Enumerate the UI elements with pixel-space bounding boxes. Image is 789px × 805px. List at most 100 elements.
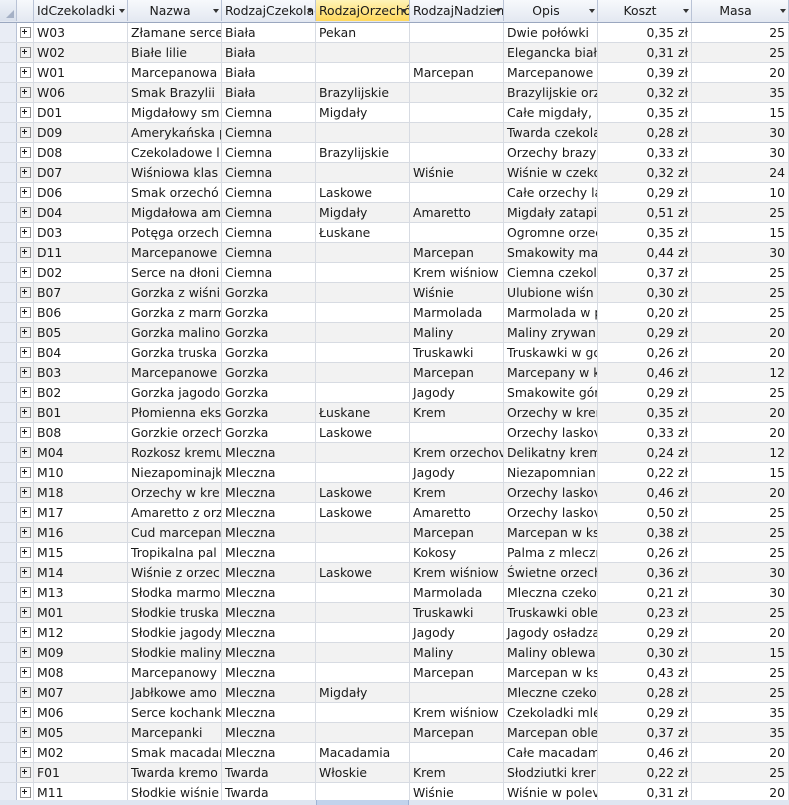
chevron-down-icon[interactable] [495,9,501,13]
expand-plus-icon[interactable] [20,207,31,218]
cell-idczekoladki[interactable]: D07 [34,163,128,182]
cell-koszt[interactable]: 0,39 zł [598,63,692,82]
cell-rodzajczekolady[interactable]: Mleczna [222,683,316,702]
expand-plus-icon[interactable] [20,147,31,158]
cell-idczekoladki[interactable]: M02 [34,743,128,762]
cell-rodzajorzechów[interactable] [316,123,410,142]
cell-opis[interactable]: Twarda czekola [504,123,598,142]
expand-plus-icon[interactable] [20,507,31,518]
cell-rodzajczekolady[interactable]: Gorzka [222,403,316,422]
cell-opis[interactable]: Truskawki oble [504,603,598,622]
cell-rodzajorzechów[interactable] [316,303,410,322]
cell-opis[interactable]: Jagody osładza [504,623,598,642]
column-header-2[interactable]: RodzajCzekolady [222,0,316,21]
cell-idczekoladki[interactable]: D01 [34,103,128,122]
record-selector[interactable] [0,43,17,62]
chevron-down-icon[interactable] [589,9,595,13]
cell-koszt[interactable]: 0,33 zł [598,143,692,162]
cell-rodzajorzechów[interactable]: Laskowe [316,563,410,582]
cell-nazwa[interactable]: Marcepanki [128,723,222,742]
cell-rodzajnadzienia[interactable] [410,123,504,142]
cell-opis[interactable]: Marcepanowe [504,63,598,82]
expand-plus-icon[interactable] [20,47,31,58]
cell-rodzajczekolady[interactable]: Ciemna [222,143,316,162]
cell-koszt[interactable]: 0,46 zł [598,363,692,382]
cell-masa[interactable]: 25 [692,603,789,622]
expand-plus-icon[interactable] [20,767,31,778]
cell-idczekoladki[interactable]: M08 [34,663,128,682]
table-row[interactable]: W06 Smak Brazylii Biała Brazylijskie Brazyli… [0,83,789,103]
cell-opis[interactable]: Czekoladki mle [504,703,598,722]
cell-koszt[interactable]: 0,37 zł [598,723,692,742]
cell-nazwa[interactable]: Potęga orzech [128,223,222,242]
record-selector[interactable] [0,583,17,602]
record-selector[interactable] [0,483,17,502]
record-selector[interactable] [0,363,17,382]
cell-idczekoladki[interactable]: W03 [34,23,128,42]
cell-opis[interactable]: Niezapomnian [504,463,598,482]
cell-opis[interactable]: Wiśnie w polev [504,783,598,802]
cell-koszt[interactable]: 0,20 zł [598,303,692,322]
cell-masa[interactable]: 20 [692,483,789,502]
cell-rodzajorzechów[interactable]: Pekan [316,23,410,42]
expand-plus-icon[interactable] [20,747,31,758]
cell-idczekoladki[interactable]: M12 [34,623,128,642]
table-row[interactable]: M08 Marcepanowy Mleczna Marcepan Marcepan w … [0,663,789,683]
expand-plus-icon[interactable] [20,267,31,278]
cell-koszt[interactable]: 0,35 zł [598,403,692,422]
cell-rodzajorzechów[interactable] [316,663,410,682]
cell-idczekoladki[interactable]: D06 [34,183,128,202]
column-header-7[interactable]: Masa [692,0,789,21]
expand-plus-icon[interactable] [20,387,31,398]
cell-opis[interactable]: Wiśnie w czeko [504,163,598,182]
cell-rodzajnadzienia[interactable]: Krem wiśniow [410,263,504,282]
cell-idczekoladki[interactable]: M06 [34,703,128,722]
cell-nazwa[interactable]: Cud marcepan [128,523,222,542]
cell-rodzajnadzienia[interactable]: Wiśnie [410,783,504,802]
cell-nazwa[interactable]: Płomienna eks [128,403,222,422]
cell-koszt[interactable]: 0,36 zł [598,563,692,582]
cell-rodzajnadzienia[interactable]: Amaretto [410,203,504,222]
expand-plus-icon[interactable] [20,707,31,718]
cell-masa[interactable]: 25 [692,43,789,62]
cell-masa[interactable]: 20 [692,343,789,362]
cell-rodzajczekolady[interactable]: Ciemna [222,103,316,122]
cell-idczekoladki[interactable]: M07 [34,683,128,702]
record-selector[interactable] [0,383,17,402]
record-selector[interactable] [0,323,17,342]
cell-rodzajczekolady[interactable]: Biała [222,83,316,102]
cell-rodzajorzechów[interactable] [316,783,410,802]
cell-rodzajczekolady[interactable]: Gorzka [222,283,316,302]
cell-koszt[interactable]: 0,24 zł [598,443,692,462]
cell-nazwa[interactable]: Gorzka malino [128,323,222,342]
expand-plus-icon[interactable] [20,187,31,198]
cell-masa[interactable]: 35 [692,83,789,102]
expand-plus-icon[interactable] [20,607,31,618]
cell-rodzajorzechów[interactable] [316,523,410,542]
table-row[interactable]: B01 Płomienna eks Gorzka Łuskane Krem Orzechy… [0,403,789,423]
table-row[interactable]: B04 Gorzka truska Gorzka Truskawki Truskawki… [0,343,789,363]
cell-masa[interactable]: 15 [692,643,789,662]
cell-rodzajorzechów[interactable]: Włoskie [316,763,410,782]
cell-rodzajnadzienia[interactable]: Marcepan [410,243,504,262]
cell-masa[interactable]: 25 [692,663,789,682]
chevron-down-icon[interactable] [401,9,407,13]
cell-rodzajczekolady[interactable]: Mleczna [222,523,316,542]
cell-opis[interactable]: Ulubione wiśn [504,283,598,302]
record-selector[interactable] [0,563,17,582]
cell-koszt[interactable]: 0,28 zł [598,123,692,142]
table-row[interactable]: D11 Marcepanowe Ciemna Marcepan Smakowity ma… [0,243,789,263]
cell-nazwa[interactable]: Słodkie wiśnie [128,783,222,802]
cell-rodzajnadzienia[interactable]: Truskawki [410,603,504,622]
cell-opis[interactable]: Dwie połówki [504,23,598,42]
cell-rodzajczekolady[interactable]: Ciemna [222,183,316,202]
cell-rodzajorzechów[interactable] [316,383,410,402]
cell-nazwa[interactable]: Smak Brazylii [128,83,222,102]
expand-plus-icon[interactable] [20,667,31,678]
cell-nazwa[interactable]: Migdałowy sm [128,103,222,122]
table-row[interactable]: M06 Serce kochank Mleczna Krem wiśniow Czeko… [0,703,789,723]
cell-rodzajorzechów[interactable]: Migdały [316,203,410,222]
cell-opis[interactable]: Całe orzechy la [504,183,598,202]
cell-rodzajczekolady[interactable]: Mleczna [222,443,316,462]
cell-rodzajnadzienia[interactable]: Jagody [410,383,504,402]
